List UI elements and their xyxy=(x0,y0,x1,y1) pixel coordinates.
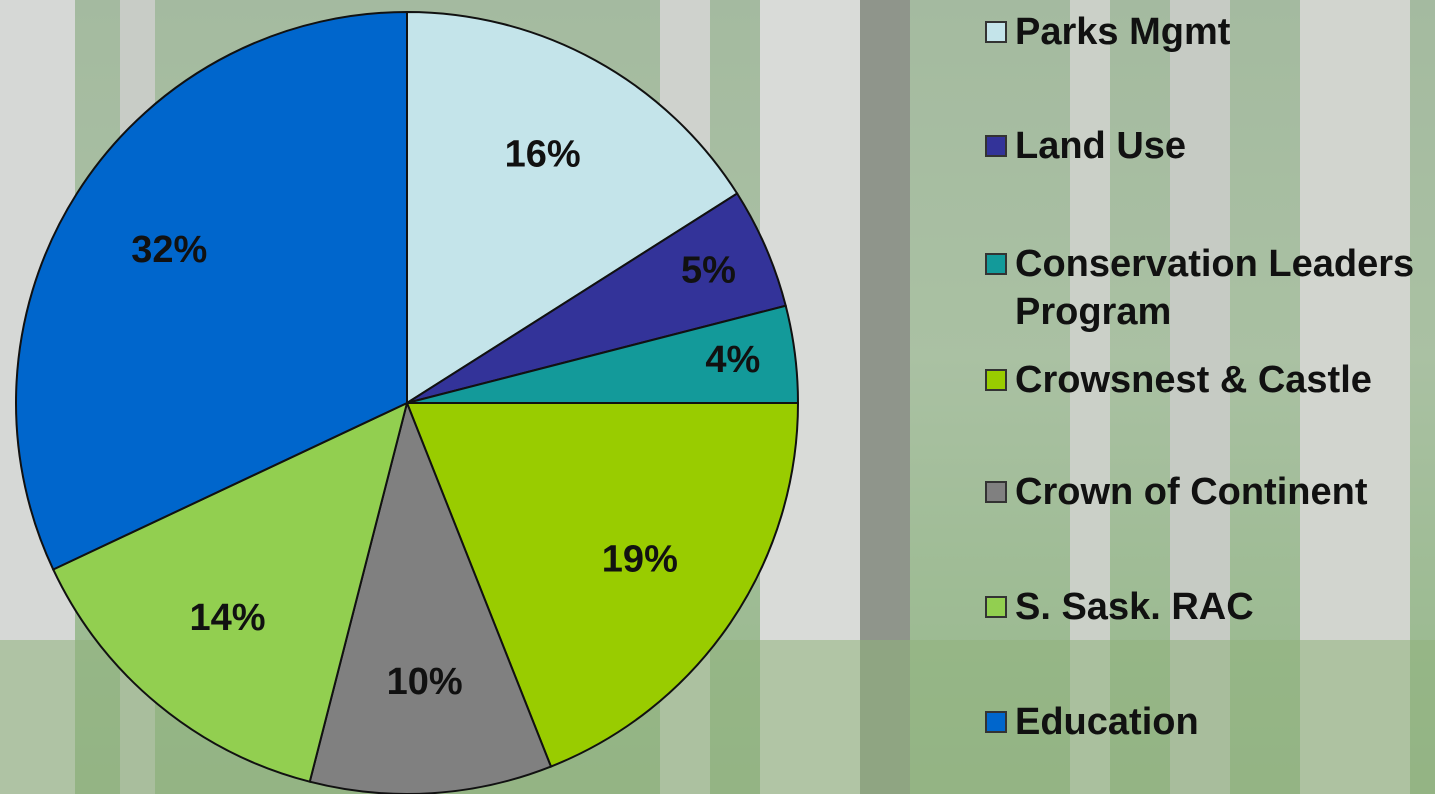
pie-slice xyxy=(15,10,408,571)
legend-item: Crown of Continent xyxy=(985,468,1367,516)
legend-label: Conservation Leaders Program xyxy=(1015,243,1415,333)
data-label: 5% xyxy=(681,250,736,292)
legend-swatch xyxy=(985,596,1007,618)
data-label: 32% xyxy=(131,229,207,271)
pie-slice xyxy=(406,10,739,405)
data-label: 19% xyxy=(602,538,678,580)
data-label: 16% xyxy=(505,133,581,175)
legend-label: Education xyxy=(1015,701,1199,743)
pie-chart: 16% 5% 4% 19% 10% 14% 32% xyxy=(15,10,800,794)
legend-item: Crowsnest & Castle xyxy=(985,356,1372,404)
legend-swatch xyxy=(985,135,1007,157)
pie-slice xyxy=(51,401,409,783)
legend-item: S. Sask. RAC xyxy=(985,583,1254,631)
legend-item: Parks Mgmt xyxy=(985,8,1230,56)
legend-label: Crown of Continent xyxy=(1015,471,1368,513)
legend-swatch xyxy=(985,481,1007,503)
legend-item: Education xyxy=(985,698,1199,746)
data-label: 14% xyxy=(190,597,266,639)
pie-slice xyxy=(308,399,553,794)
data-label: 10% xyxy=(387,661,463,703)
legend-swatch xyxy=(985,711,1007,733)
legend-item: Land Use xyxy=(985,122,1186,170)
legend-swatch xyxy=(985,369,1007,391)
legend-label: S. Sask. RAC xyxy=(1015,586,1254,628)
data-label: 4% xyxy=(705,339,760,381)
legend-label: Parks Mgmt xyxy=(1015,11,1231,53)
legend-swatch xyxy=(985,253,1007,275)
legend-label: Crowsnest & Castle xyxy=(1015,359,1372,401)
legend-label: Land Use xyxy=(1015,125,1187,167)
legend-item: Conservation Leaders Program xyxy=(985,240,1420,336)
legend-swatch xyxy=(985,21,1007,43)
pie-slice xyxy=(405,402,800,768)
